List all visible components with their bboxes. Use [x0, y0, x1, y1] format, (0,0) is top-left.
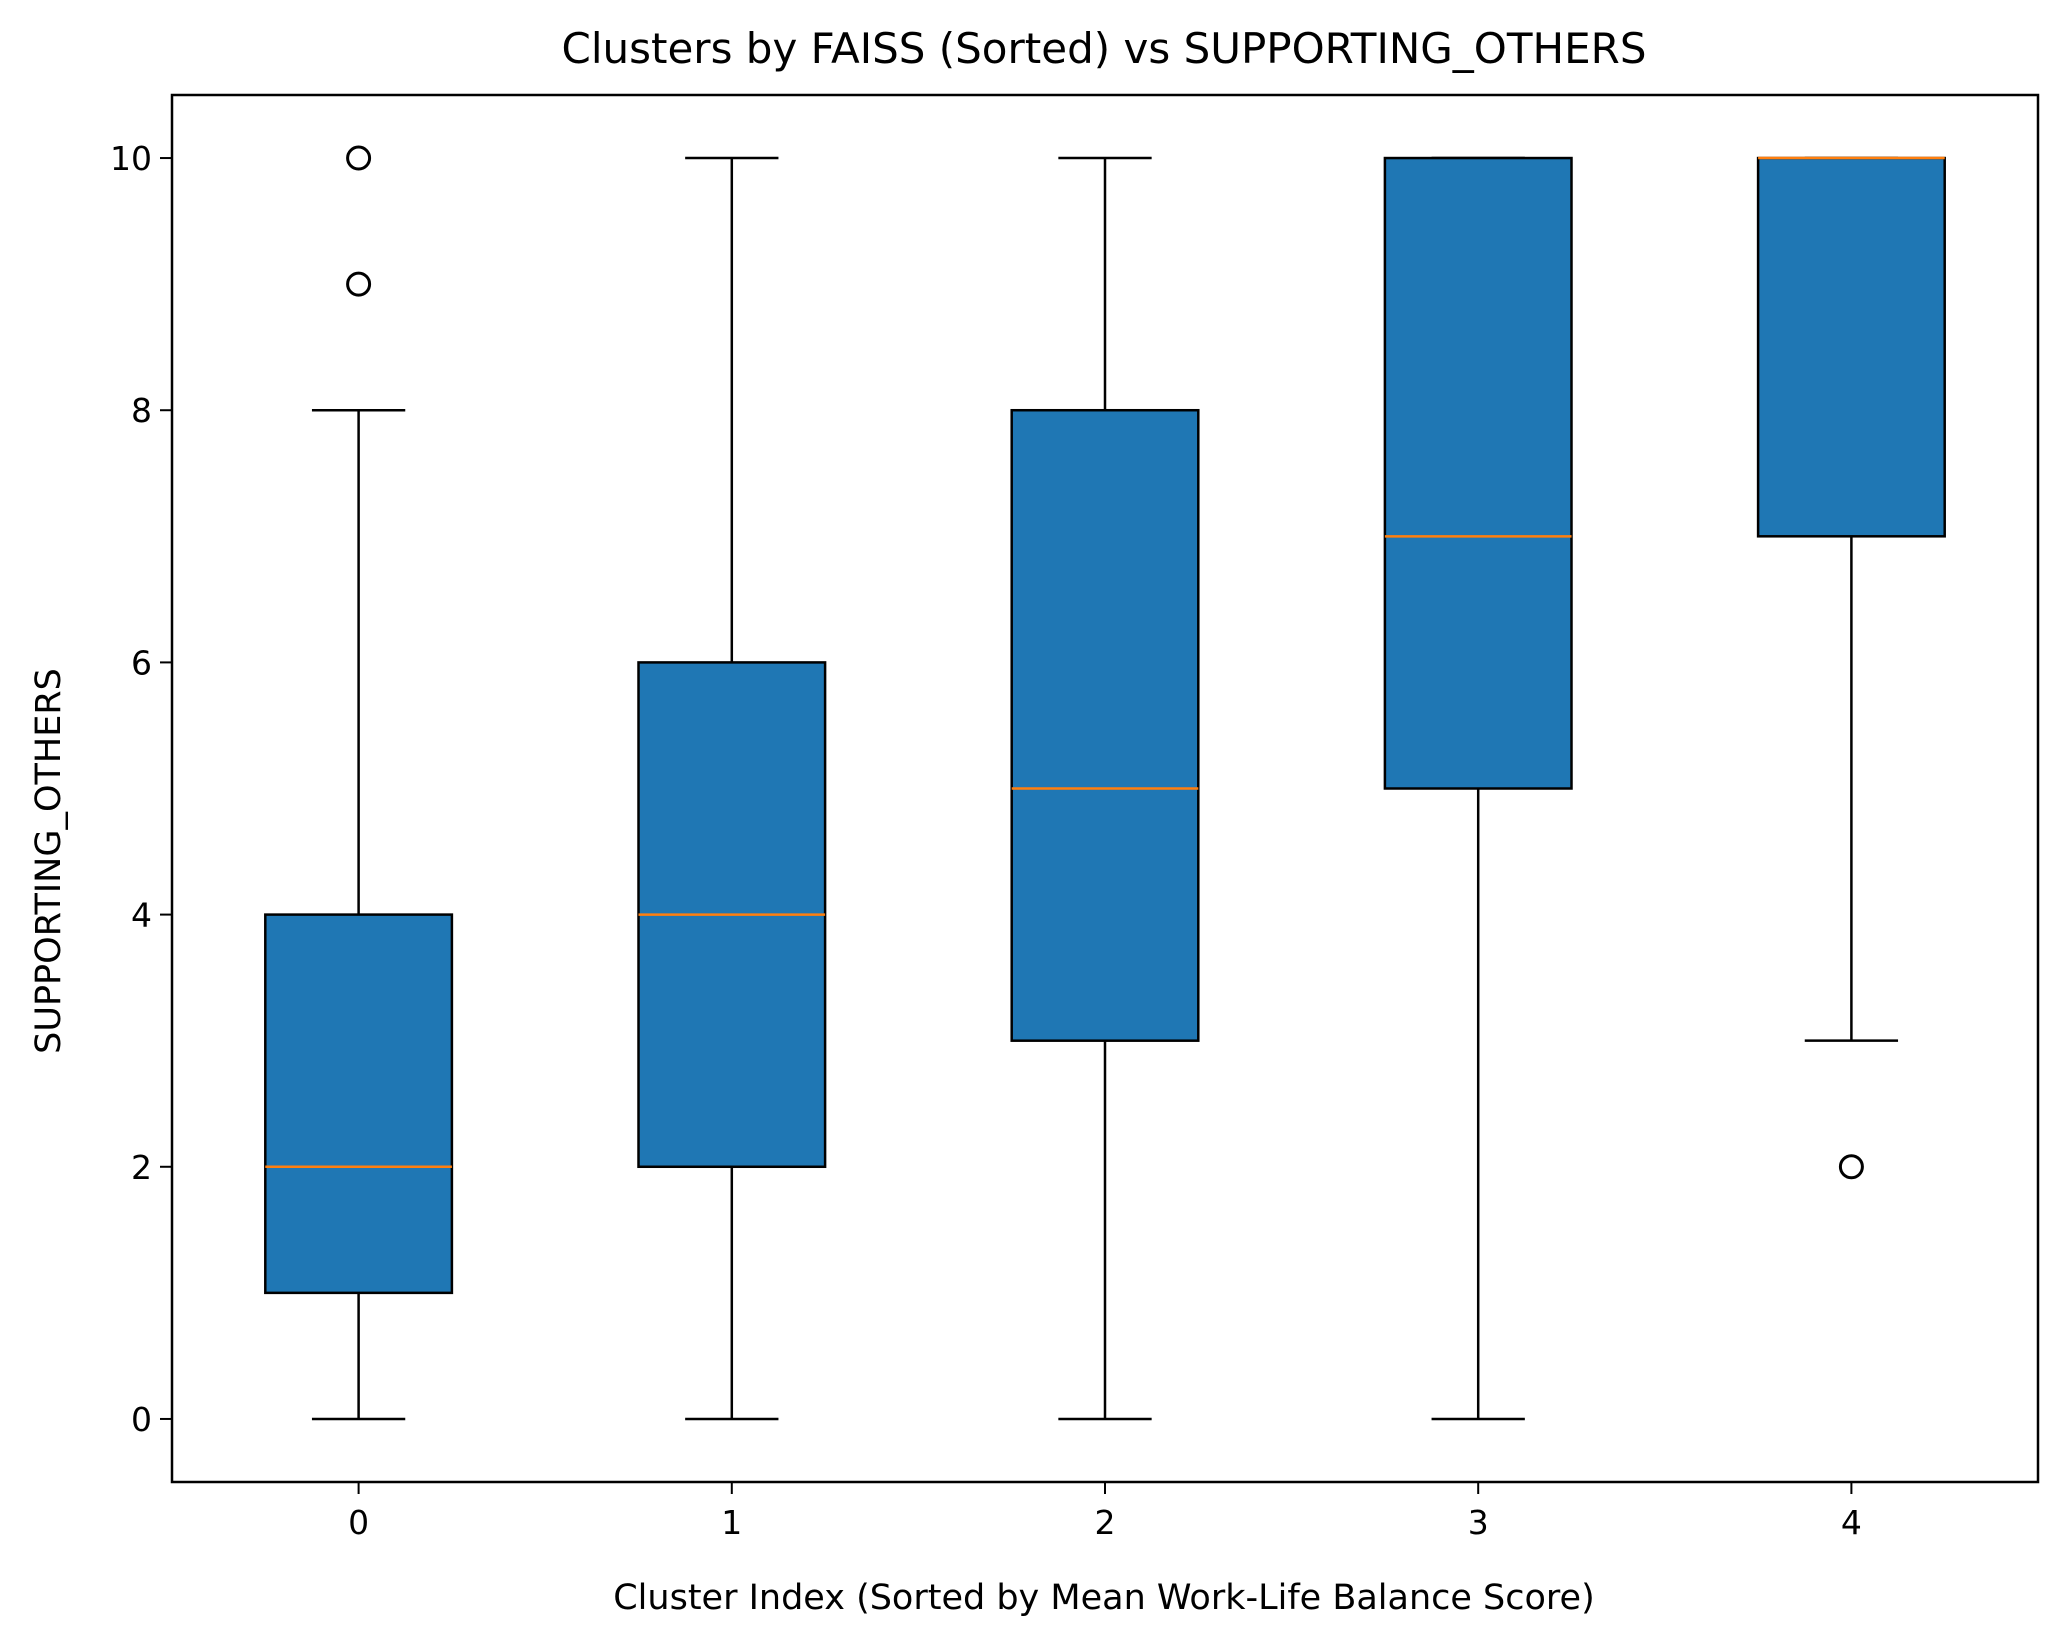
- x-axis-label: Cluster Index (Sorted by Mean Work-Life …: [613, 1578, 1595, 1618]
- box: [264, 913, 454, 1295]
- x-tick-label: 4: [1841, 1503, 1862, 1542]
- y-tick-label: 0: [131, 1400, 152, 1439]
- x-tick-label: 1: [721, 1503, 742, 1542]
- y-tick-label: 6: [131, 643, 152, 682]
- box: [1383, 156, 1573, 790]
- outlier-point: [346, 271, 372, 297]
- y-axis-label: SUPPORTING_OTHERS: [29, 668, 69, 1054]
- plot-area: 0 2 4 6 8 10 0 1 2 3 4: [110, 139, 1946, 1542]
- box: [1756, 156, 1946, 538]
- outlier-point: [1838, 1154, 1864, 1180]
- x-tick-label: 2: [1095, 1503, 1116, 1542]
- x-tick-label: 3: [1468, 1503, 1489, 1542]
- y-tick-label: 4: [131, 896, 152, 935]
- y-tick-label: 2: [131, 1148, 152, 1187]
- axes-frame: [170, 93, 2040, 1484]
- y-tick-label: 10: [110, 139, 152, 178]
- chart-title: Clusters by FAISS (Sorted) vs SUPPORTING…: [562, 24, 1647, 73]
- outlier-point: [346, 145, 372, 171]
- x-tick-label: 0: [348, 1503, 369, 1542]
- box: [1010, 408, 1200, 1042]
- y-tick-label: 8: [131, 391, 152, 430]
